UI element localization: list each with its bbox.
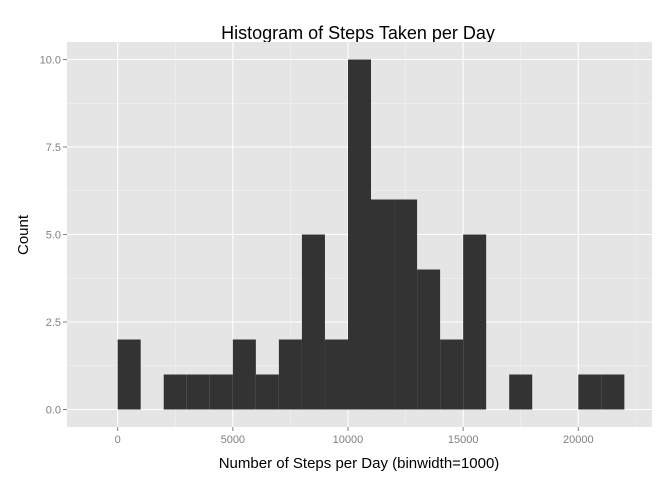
x-tick-label: 20000 — [563, 434, 594, 446]
histogram-bar — [509, 374, 533, 410]
x-axis-ticks: 0 5000 10000 15000 20000 — [115, 427, 594, 446]
histogram-bar — [417, 269, 441, 410]
histogram-bar — [301, 234, 325, 410]
y-tick-label: 10.0 — [40, 55, 61, 67]
histogram-bar — [186, 374, 210, 410]
x-tick-label: 15000 — [448, 434, 479, 446]
y-axis-title: Count — [15, 214, 32, 255]
y-tick-label: 7.5 — [46, 142, 61, 154]
x-axis-title: Number of Steps per Day (binwidth=1000) — [219, 455, 500, 472]
y-tick-label: 0.0 — [46, 405, 61, 417]
y-tick-label: 5.0 — [46, 230, 61, 242]
histogram-bar — [347, 59, 372, 410]
x-tick-label: 10000 — [333, 434, 364, 446]
x-tick-label: 0 — [115, 434, 121, 446]
histogram-bar — [463, 234, 487, 410]
histogram-bar — [324, 339, 348, 410]
histogram-bar — [255, 374, 279, 410]
histogram-bar — [117, 339, 141, 410]
histogram-bar — [440, 339, 464, 410]
histogram-bar — [371, 199, 395, 410]
histogram-bar — [209, 374, 233, 410]
histogram-bar — [232, 339, 256, 410]
chart-title: Histogram of Steps Taken per Day — [221, 23, 495, 43]
histogram-bar — [578, 374, 602, 410]
histogram-bars — [117, 59, 625, 410]
histogram-bar — [601, 374, 625, 410]
histogram-bar — [394, 199, 418, 410]
y-axis-ticks: 0.0 2.5 5.0 7.5 10.0 — [40, 55, 67, 417]
histogram-bar — [278, 339, 302, 410]
y-tick-label: 2.5 — [46, 317, 61, 329]
histogram-bar — [163, 374, 187, 410]
x-tick-label: 5000 — [221, 434, 245, 446]
